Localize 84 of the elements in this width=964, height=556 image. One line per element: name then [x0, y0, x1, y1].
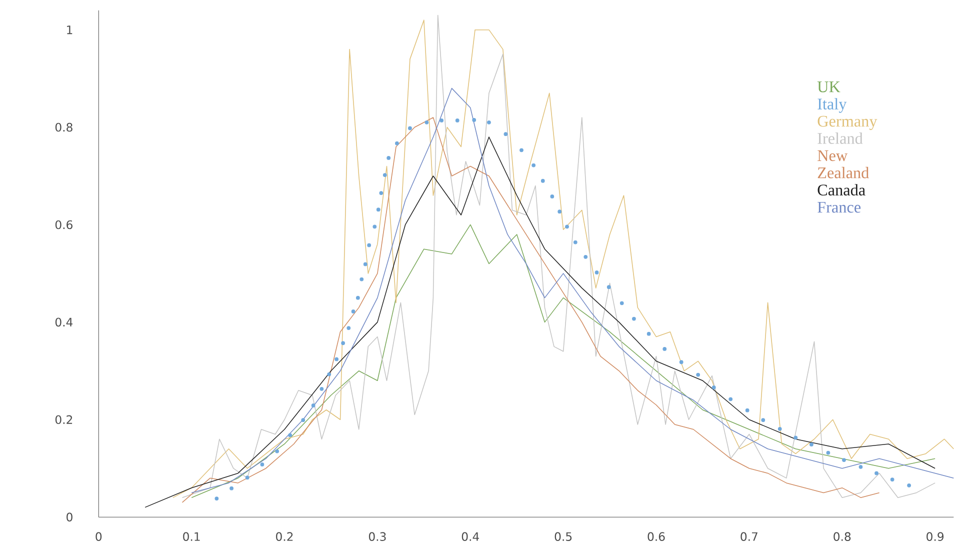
point: [646, 332, 651, 336]
point: [632, 316, 636, 321]
point: [540, 178, 545, 183]
y-tick-label: 0.6: [55, 220, 72, 230]
point: [301, 418, 306, 422]
x-tick-label: 0.1: [183, 532, 200, 542]
point: [356, 296, 360, 300]
point: [532, 163, 536, 168]
point: [408, 126, 412, 130]
point: [382, 173, 387, 178]
x-tick-label: 0.6: [648, 532, 665, 542]
point: [379, 191, 384, 196]
x-tick-label: 0.3: [368, 532, 386, 542]
x-tick-label: 0.8: [834, 532, 851, 542]
point: [565, 224, 569, 229]
point: [606, 285, 611, 290]
point: [472, 118, 476, 122]
point: [745, 408, 750, 412]
point: [275, 449, 280, 454]
point: [584, 255, 588, 259]
point: [573, 240, 578, 244]
point: [504, 132, 508, 136]
point: [372, 224, 377, 229]
point: [810, 442, 814, 446]
point: [351, 310, 356, 314]
point: [230, 486, 234, 490]
text: Germany: [818, 116, 878, 130]
point: [728, 397, 733, 402]
point: [320, 387, 324, 391]
text: Canada: [818, 184, 866, 196]
point: [288, 433, 292, 438]
point: [455, 118, 460, 122]
point: [842, 458, 846, 462]
point: [826, 450, 830, 455]
point: [558, 210, 562, 214]
point: [907, 484, 911, 488]
point: [712, 386, 716, 390]
x-tick-label: 0.2: [276, 532, 293, 542]
text: New Zealand: [818, 150, 869, 178]
point: [386, 156, 391, 160]
point: [761, 418, 766, 422]
point: [874, 471, 878, 476]
point: [696, 372, 700, 377]
point: [679, 360, 684, 364]
point: [311, 404, 316, 408]
point: [214, 496, 219, 501]
point: [550, 194, 554, 198]
point: [620, 301, 624, 306]
point: [395, 141, 399, 146]
point: [440, 118, 444, 122]
line-series: [191, 224, 936, 498]
point: [327, 372, 332, 376]
point: [594, 270, 599, 274]
x-tick-label: 0.4: [462, 532, 479, 542]
point: [376, 208, 380, 212]
point: [245, 476, 250, 480]
point: [424, 120, 429, 124]
y-tick-label: 0: [66, 512, 72, 522]
point: [334, 357, 338, 362]
x-tick-label: 0.9: [926, 532, 944, 542]
point: [260, 462, 264, 466]
x-tick-label: 0.7: [740, 532, 758, 542]
y-tick-label: 1: [67, 26, 72, 34]
point: [363, 262, 368, 266]
text: UK: [817, 82, 840, 92]
point: [360, 277, 364, 282]
point: [858, 465, 863, 469]
point: [367, 243, 372, 248]
point: [794, 436, 798, 440]
y-tick-label: 0.8: [55, 122, 72, 132]
y-tick-label: 0.4: [55, 318, 73, 327]
x-tick-label: 0: [96, 532, 102, 542]
text: Italy: [818, 98, 847, 113]
x-tick-label: 0.5: [554, 532, 572, 542]
point: [662, 347, 667, 351]
text: France: [818, 202, 861, 213]
y-tick-label: 0.2: [55, 415, 72, 424]
point: [346, 326, 351, 330]
text: Ireland: [818, 132, 863, 144]
point: [341, 341, 345, 346]
point: [487, 120, 491, 124]
point: [520, 148, 524, 152]
point: [890, 478, 894, 482]
point: [778, 427, 782, 431]
